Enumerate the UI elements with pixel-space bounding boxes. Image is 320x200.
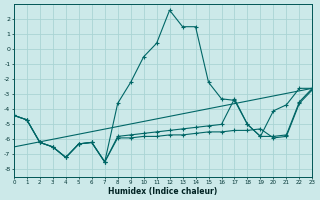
X-axis label: Humidex (Indice chaleur): Humidex (Indice chaleur) xyxy=(108,187,218,196)
